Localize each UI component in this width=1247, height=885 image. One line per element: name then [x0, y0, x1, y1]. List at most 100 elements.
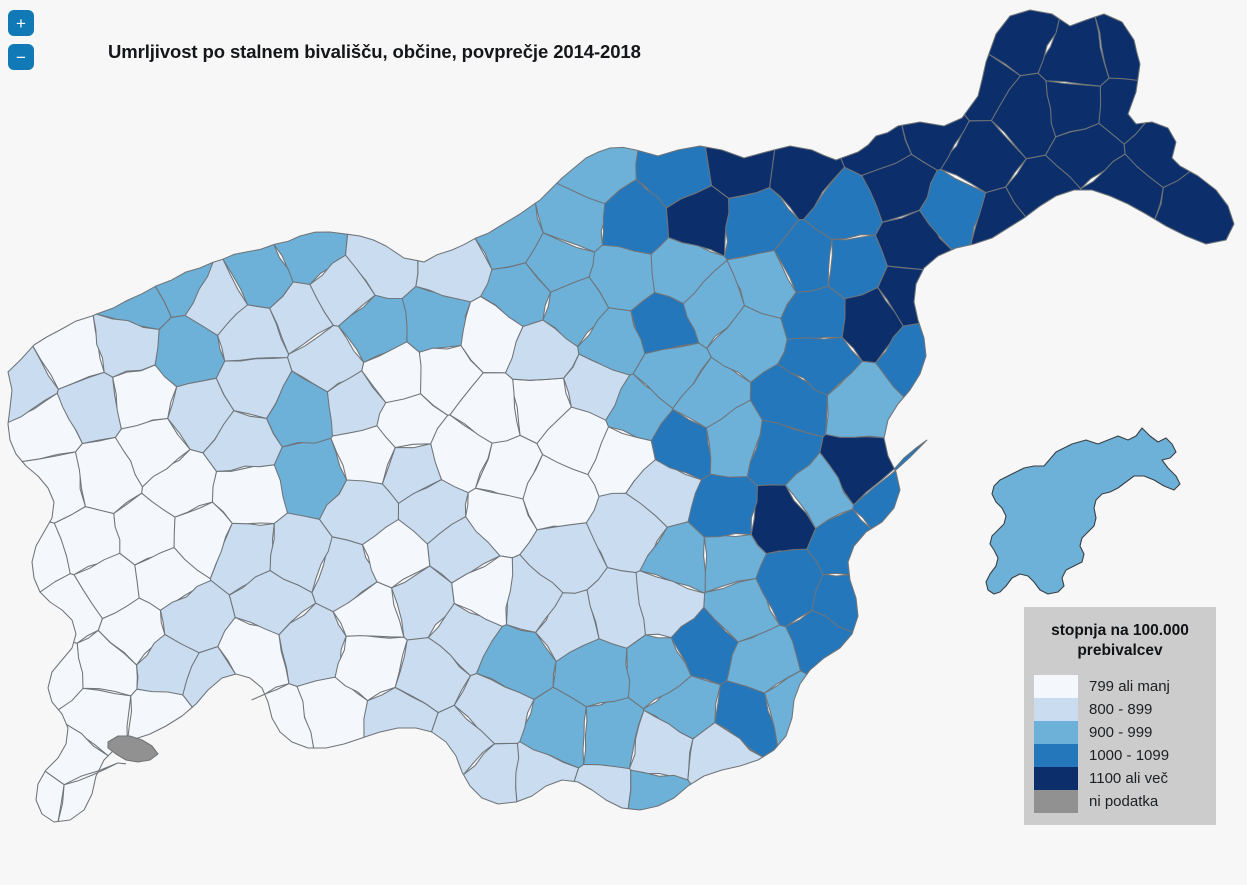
municipality-area[interactable] [552, 638, 631, 708]
municipality-area[interactable] [777, 336, 863, 396]
municipality-area[interactable] [415, 237, 493, 303]
municipality-area[interactable] [278, 602, 347, 687]
municipality-area[interactable] [381, 443, 442, 504]
municipality-area[interactable] [1123, 121, 1191, 189]
municipality-area[interactable] [451, 555, 514, 627]
municipality-area[interactable] [573, 763, 632, 810]
municipality-area[interactable] [811, 573, 859, 633]
municipality-area[interactable] [35, 770, 65, 823]
map-title: Umrljivost po stalnem bivališču, občine,… [108, 41, 641, 62]
municipality-area[interactable] [44, 723, 109, 786]
legend-title: stopnja na 100.000 prebivalcev [1034, 621, 1206, 661]
municipality-area[interactable] [217, 304, 290, 362]
municipality-area[interactable] [970, 186, 1027, 246]
municipality-area[interactable] [840, 124, 913, 177]
municipality-area[interactable] [453, 672, 535, 745]
municipality-area[interactable] [222, 243, 294, 309]
municipality-area[interactable] [963, 53, 1022, 122]
municipality-area[interactable] [632, 342, 712, 409]
municipality-area[interactable] [918, 168, 987, 251]
legend-row: 1000 - 1099 [1034, 743, 1206, 767]
municipality-area[interactable] [755, 548, 824, 628]
municipality-area[interactable] [7, 345, 59, 423]
municipality-area[interactable] [1154, 170, 1235, 245]
plus-icon: + [16, 13, 26, 33]
municipality-area-no-data[interactable] [107, 735, 159, 763]
legend-swatch [1034, 697, 1078, 721]
municipality-area[interactable] [875, 322, 927, 398]
municipality-area[interactable] [536, 406, 610, 476]
municipality-area[interactable] [182, 646, 237, 708]
zoom-in-button[interactable]: + [8, 10, 34, 36]
municipality-area[interactable] [556, 146, 639, 205]
municipality-area[interactable] [39, 573, 103, 644]
municipality-area[interactable] [625, 634, 692, 710]
municipality-area[interactable] [92, 313, 160, 378]
municipality-area[interactable] [682, 259, 745, 349]
municipality-area[interactable] [726, 624, 802, 694]
legend-label: 1000 - 1099 [1089, 746, 1170, 764]
legend-swatch [1034, 674, 1078, 698]
municipality-area[interactable] [154, 261, 214, 318]
municipality-area[interactable] [430, 704, 496, 776]
municipality-area[interactable] [769, 145, 846, 221]
municipality-area[interactable] [266, 370, 333, 448]
municipality-area[interactable] [877, 265, 924, 327]
municipality-area[interactable] [577, 307, 646, 376]
legend-swatch [1034, 766, 1078, 790]
zoom-out-button[interactable]: − [8, 44, 34, 70]
municipality-area[interactable] [1097, 77, 1146, 145]
legend-row: 799 ali manj [1034, 674, 1206, 698]
municipality-area[interactable] [361, 518, 431, 589]
legend-row: 800 - 899 [1034, 697, 1206, 721]
municipality-area[interactable] [474, 202, 544, 270]
municipality-area[interactable] [764, 670, 808, 747]
zoom-controls: + − [8, 10, 34, 70]
municipality-area[interactable] [901, 114, 970, 171]
municipality-area[interactable] [462, 742, 520, 805]
map-legend: stopnja na 100.000 prebivalcev 799 ali m… [1024, 607, 1216, 825]
legend-label: 900 - 999 [1089, 723, 1153, 741]
municipality-area[interactable] [1005, 154, 1082, 218]
municipality-area[interactable] [665, 185, 730, 257]
municipality-area[interactable] [670, 606, 739, 686]
country-inset [985, 427, 1181, 595]
municipality-area[interactable] [21, 451, 86, 524]
municipality-area[interactable] [74, 436, 143, 515]
municipality-area[interactable] [705, 399, 763, 478]
municipality-area[interactable] [1045, 80, 1102, 138]
municipality-area[interactable] [309, 254, 376, 327]
legend-row: 900 - 999 [1034, 720, 1206, 744]
municipality-area[interactable] [635, 570, 706, 639]
municipality-area[interactable] [827, 234, 888, 300]
country-inset-shape[interactable] [985, 427, 1181, 595]
minus-icon: − [16, 47, 26, 67]
municipality-area[interactable] [47, 641, 84, 711]
legend-label: 799 ali manj [1089, 677, 1170, 695]
municipality-area[interactable] [56, 371, 122, 445]
legend-label: 800 - 899 [1089, 700, 1153, 718]
municipality-area[interactable] [391, 565, 455, 641]
municipality-area[interactable] [57, 762, 127, 823]
municipality-area[interactable] [519, 686, 587, 769]
municipality-area[interactable] [173, 501, 233, 580]
legend-swatch [1034, 789, 1078, 813]
municipality-area[interactable] [361, 341, 422, 404]
municipality-area[interactable] [449, 372, 521, 444]
municipality-area[interactable] [852, 439, 928, 530]
municipality-area[interactable] [784, 451, 855, 530]
municipality-area[interactable] [126, 688, 193, 743]
municipality-area[interactable] [703, 577, 781, 643]
municipality-area[interactable] [332, 581, 405, 638]
legend-swatch [1034, 743, 1078, 767]
legend-title-line1: stopnja na 100.000 [1051, 622, 1189, 639]
legend-items: 799 ali manj 800 - 899 900 - 999 1000 - 109… [1034, 674, 1206, 813]
municipality-area[interactable] [525, 232, 596, 293]
legend-label: ni podatka [1089, 792, 1159, 810]
municipality-area[interactable] [627, 769, 692, 811]
municipality-area[interactable] [228, 569, 317, 636]
municipality-area[interactable] [519, 522, 608, 594]
municipality-area[interactable] [251, 683, 315, 749]
